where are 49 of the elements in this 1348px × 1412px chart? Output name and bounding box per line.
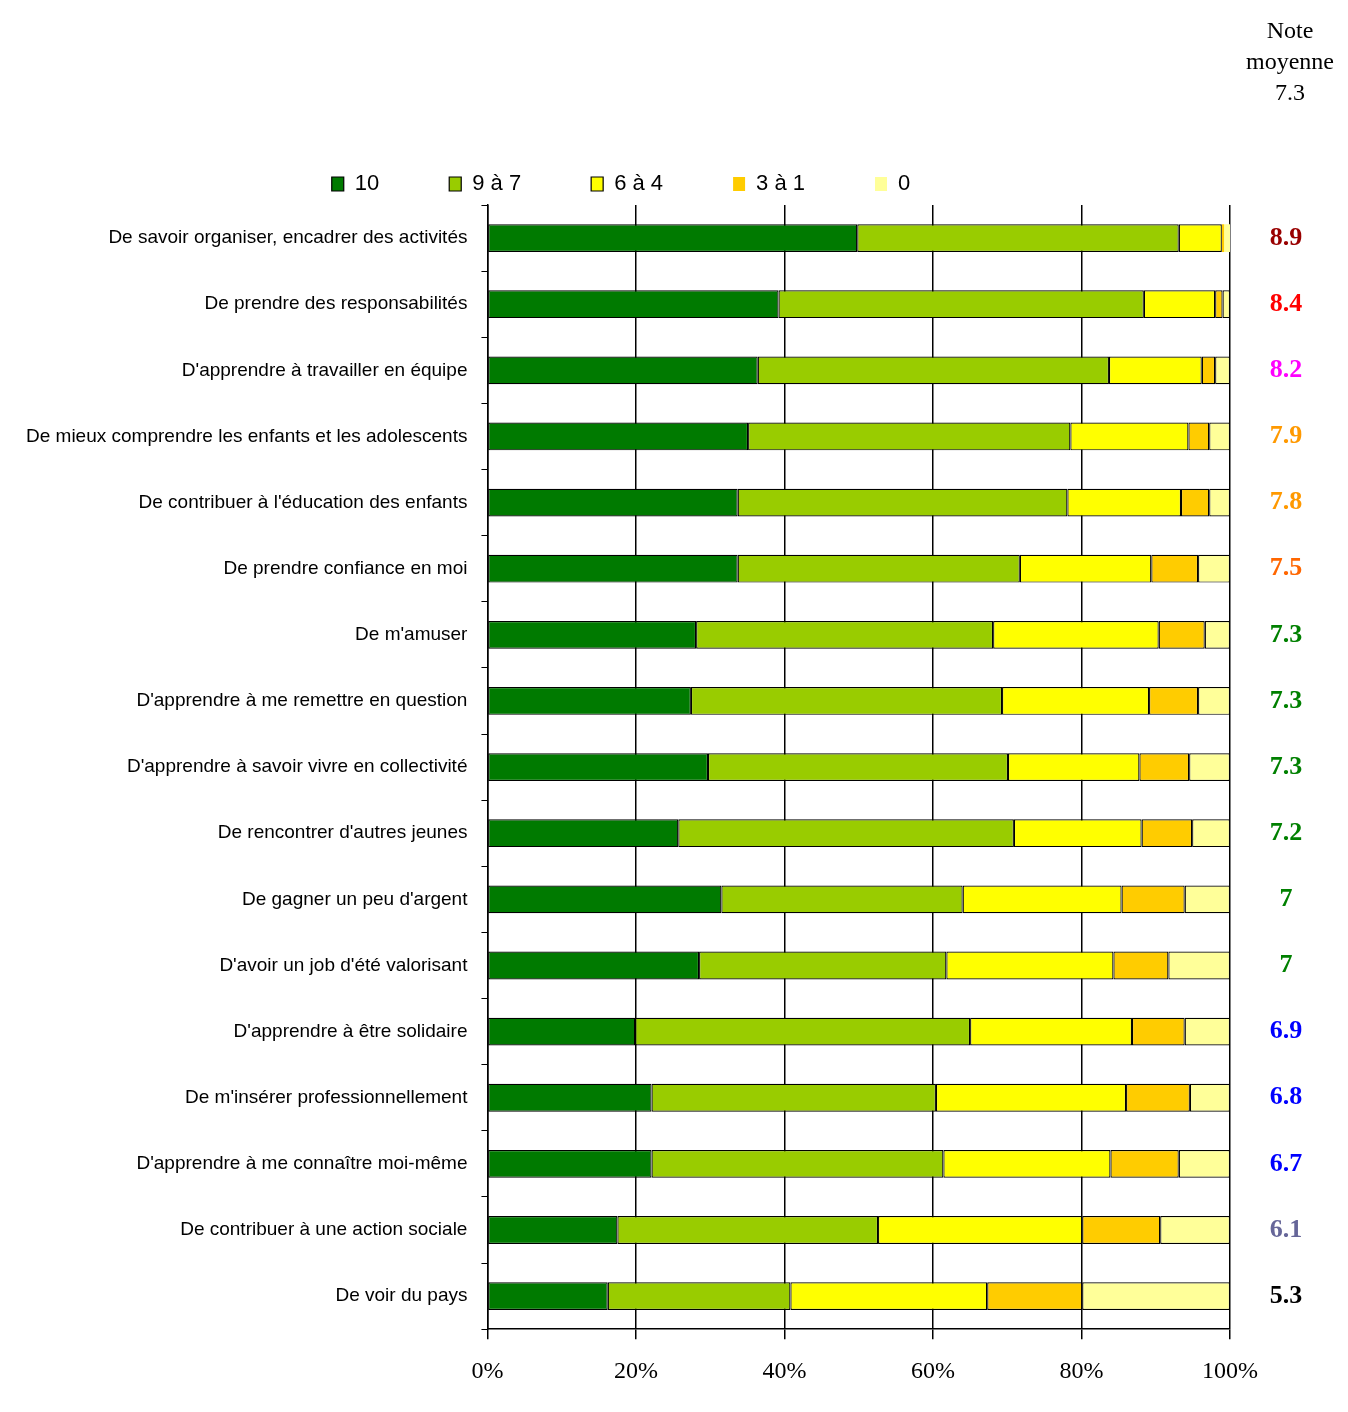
text: 6.8 — [1269, 1081, 1303, 1111]
x-tick-label: 100% — [1202, 1356, 1258, 1383]
y-tick-label: De voir du pays — [335, 1284, 468, 1306]
y-tick-label: D'apprendre à être solidaire — [233, 1019, 468, 1041]
y-tick-label: D'apprendre à travailler en équipe — [181, 358, 468, 380]
y-tick-label: De prendre confiance en moi — [223, 556, 468, 578]
y-tick-label: De gagner un peu d'argent — [241, 887, 469, 909]
text: 8.9 — [1269, 221, 1303, 251]
text: 5.3 — [1269, 1279, 1303, 1309]
text: 7.2 — [1269, 816, 1303, 846]
y-tick-label: De contribuer à l'éducation des enfants — [138, 490, 468, 512]
legend-label: 6 à 4 — [614, 170, 664, 196]
y-tick-label: De m'amuser — [355, 623, 469, 645]
legend-label: 0 — [898, 170, 911, 196]
text: 7.3 — [1269, 618, 1303, 648]
bar — [1224, 224, 1230, 252]
y-tick-label: De prendre des responsabilités — [204, 292, 468, 314]
x-tick-label: 60% — [910, 1356, 955, 1383]
text: 6.9 — [1269, 1015, 1303, 1045]
text: 7.5 — [1269, 552, 1303, 582]
x-tick-label: 0% — [471, 1356, 504, 1383]
text: 7 — [1279, 883, 1293, 913]
y-tick-label: De contribuer à une action sociale — [180, 1218, 468, 1240]
y-tick-label: De m'insérer professionnellement — [185, 1085, 469, 1107]
y-tick-label: De mieux comprendre les enfants et les adolescents — [26, 424, 468, 446]
text: 8.2 — [1269, 354, 1303, 384]
bar — [1221, 224, 1225, 252]
x-tick-label: 80% — [1059, 1356, 1104, 1383]
text: 6.1 — [1269, 1213, 1303, 1243]
text: 7.9 — [1269, 420, 1303, 450]
text: 6.7 — [1269, 1147, 1303, 1177]
text: Note moyenne — [1246, 17, 1334, 75]
y-tick-label: D'avoir un job d'été valorisant — [219, 953, 469, 975]
text: 7 — [1279, 949, 1293, 979]
y-tick-label: D'apprendre à me remettre en question — [136, 689, 468, 711]
x-tick-label: 40% — [762, 1356, 807, 1383]
y-tick-label: De savoir organiser, encadrer des activités — [108, 226, 468, 248]
text: 7.8 — [1269, 486, 1303, 516]
text: 7.3 — [1269, 750, 1303, 780]
text: 7.3 — [1275, 79, 1305, 106]
y-tick-label: D'apprendre à me connaître moi-même — [136, 1152, 468, 1174]
x-tick-label: 20% — [613, 1356, 658, 1383]
legend-label: 9 à 7 — [472, 170, 522, 196]
y-tick-label: De rencontrer d'autres jeunes — [217, 821, 468, 843]
y-tick-label: D'apprendre à savoir vivre en collectivité — [126, 755, 468, 777]
text: 8.4 — [1269, 287, 1303, 317]
legend-label: 10 — [354, 170, 380, 196]
text: 7.3 — [1269, 684, 1303, 714]
legend-label: 3 à 1 — [756, 170, 806, 196]
